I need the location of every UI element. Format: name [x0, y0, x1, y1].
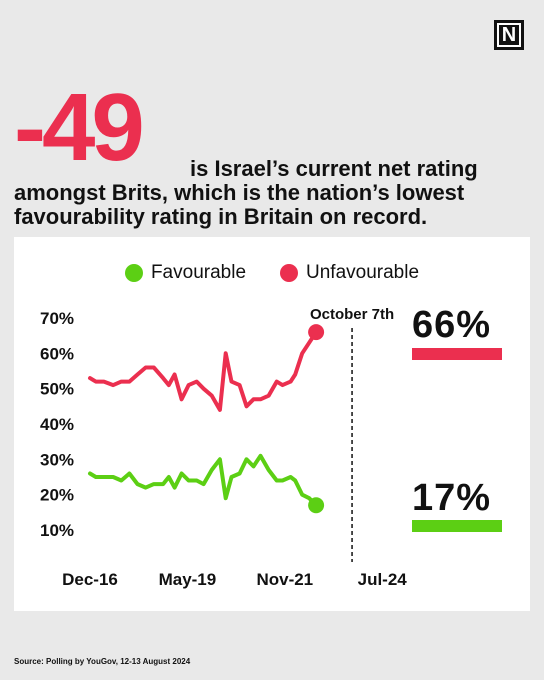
- y-tick-label: 50%: [40, 380, 74, 399]
- y-tick-label: 20%: [40, 486, 74, 505]
- x-tick-label: Dec-16: [62, 570, 118, 589]
- series-end-marker-unfavourable: [308, 324, 325, 341]
- headline-number: -49: [14, 74, 145, 181]
- legend-label-unfavourable: Unfavourable: [306, 262, 420, 283]
- chart-card: [14, 237, 530, 611]
- y-tick-label: 40%: [40, 415, 74, 434]
- brand-logo: N: [494, 20, 524, 50]
- x-tick-label: May-19: [159, 570, 217, 589]
- series-end-marker-favourable: [308, 497, 325, 514]
- series-line-favourable: [88, 453, 319, 508]
- headline-line-1: is Israel’s current net rating: [190, 156, 478, 181]
- callout-favourable-bar: [412, 520, 502, 532]
- callout-unfavourable-bar: [412, 348, 502, 360]
- callout-favourable-value: 17%: [412, 477, 492, 519]
- y-tick-label: 10%: [40, 521, 74, 540]
- headline-line-3: favourability rating in Britain on recor…: [14, 204, 428, 229]
- annotation-label: October 7th: [310, 306, 394, 323]
- x-tick-label: Jul-24: [358, 570, 408, 589]
- legend-item-favourable: Favourable: [124, 262, 247, 284]
- series-line-unfavourable: [88, 330, 319, 412]
- y-tick-label: 60%: [40, 344, 74, 363]
- x-tick-label: Nov-21: [256, 570, 313, 589]
- legend-item-unfavourable: Unfavourable: [280, 262, 419, 284]
- legend-label-favourable: Favourable: [150, 262, 247, 283]
- legend-swatch-favourable: [124, 264, 143, 282]
- headline-line-2: amongst Brits, which is the nation’s low…: [14, 180, 465, 205]
- chart-legend: Favourable Unfavourable: [0, 262, 544, 284]
- source-note: Source: Polling by YouGov, 12-13 August …: [14, 657, 191, 666]
- y-tick-label: 30%: [40, 450, 74, 469]
- callout-unfavourable-value: 66%: [412, 304, 492, 346]
- brand-logo-mark: N: [497, 23, 521, 47]
- legend-swatch-unfavourable: [280, 264, 299, 282]
- y-tick-label: 70%: [40, 309, 74, 328]
